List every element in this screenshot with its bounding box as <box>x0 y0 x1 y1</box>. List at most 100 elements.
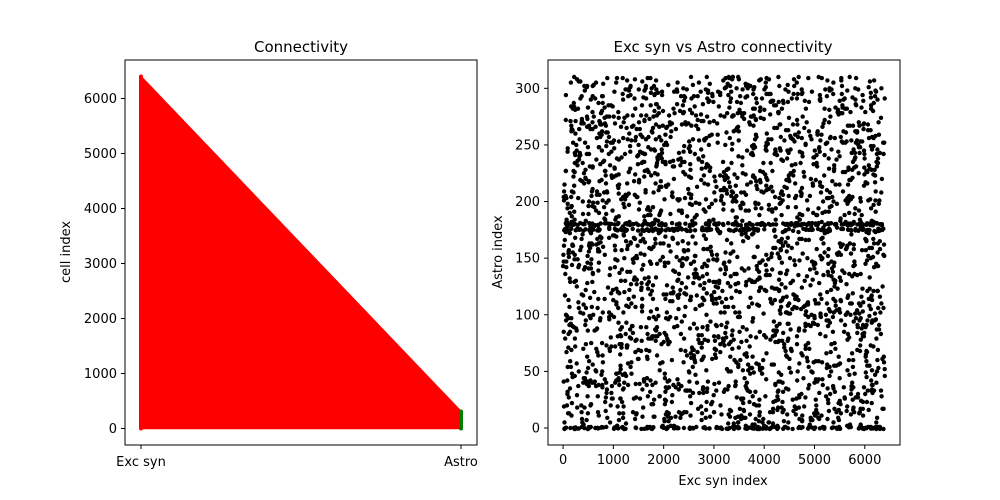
scatter-point <box>844 408 849 414</box>
scatter-point <box>863 354 868 359</box>
scatter-point <box>593 96 598 101</box>
scatter-point <box>813 359 818 364</box>
scatter-point <box>805 207 811 212</box>
scatter-point <box>603 395 609 400</box>
scatter-point <box>803 106 809 111</box>
scatter-point <box>827 364 832 370</box>
scatter-point <box>850 95 855 100</box>
scatter-point <box>845 182 851 187</box>
scatter-point <box>600 198 605 203</box>
scatter-point <box>794 294 799 299</box>
scatter-point <box>628 166 633 171</box>
scatter-point <box>688 400 694 406</box>
scatter-point <box>860 92 865 98</box>
scatter-point <box>734 193 739 199</box>
scatter-point <box>821 241 826 246</box>
scatter-point <box>676 150 682 156</box>
scatter-point <box>771 399 776 405</box>
scatter-point <box>825 140 830 145</box>
scatter-point <box>777 146 782 151</box>
scatter-point <box>654 261 660 266</box>
scatter-point <box>806 237 812 243</box>
scatter-point <box>764 377 769 382</box>
scatter-point <box>675 278 680 283</box>
scatter-point <box>599 177 604 183</box>
scatter-point <box>855 391 861 397</box>
scatter-point <box>576 369 581 374</box>
scatter-point <box>747 425 752 430</box>
scatter-point <box>876 305 881 311</box>
scatter-point <box>682 143 687 149</box>
scatter-point <box>701 173 707 178</box>
scatter-point <box>819 296 824 302</box>
scatter-point <box>607 272 612 278</box>
scatter-point <box>781 407 786 413</box>
scatter-point <box>795 378 800 383</box>
scatter-point <box>772 228 777 233</box>
scatter-point <box>825 397 831 402</box>
scatter-point <box>832 163 837 168</box>
scatter-point <box>757 276 762 281</box>
scatter-point <box>864 322 869 328</box>
scatter-point <box>791 292 796 297</box>
scatter-point <box>850 380 855 385</box>
scatter-point <box>596 413 601 418</box>
scatter-point <box>775 394 780 399</box>
scatter-point <box>630 330 636 336</box>
scatter-point <box>804 355 810 360</box>
scatter-point <box>601 190 607 195</box>
scatter-point <box>731 426 737 432</box>
scatter-point <box>637 200 642 205</box>
scatter-point <box>721 207 726 212</box>
scatter-point <box>776 99 781 105</box>
scatter-point <box>657 124 662 129</box>
scatter-point <box>788 327 793 332</box>
scatter-point <box>692 151 698 157</box>
scatter-point <box>613 344 618 349</box>
scatter-point <box>571 174 576 179</box>
scatter-point <box>803 227 809 232</box>
scatter-point <box>670 164 675 169</box>
scatter-point <box>824 94 830 99</box>
scatter-point <box>730 74 736 80</box>
scatter-point <box>562 293 568 298</box>
scatter-point <box>872 180 878 185</box>
scatter-point <box>786 89 791 94</box>
scatter-point <box>757 426 762 431</box>
scatter-point <box>792 258 797 263</box>
x-tick-label: 3000 <box>697 453 730 468</box>
scatter-point <box>777 270 783 276</box>
scatter-point <box>837 275 842 280</box>
scatter-point <box>857 318 862 323</box>
scatter-point <box>722 186 727 192</box>
scatter-point <box>702 137 707 142</box>
scatter-point <box>662 419 667 424</box>
scatter-point <box>801 169 806 175</box>
scatter-point <box>670 190 675 195</box>
scatter-point <box>685 214 690 219</box>
scatter-point <box>653 241 658 246</box>
scatter-point <box>815 130 820 135</box>
scatter-point <box>663 222 668 227</box>
scatter-point <box>730 190 736 195</box>
scatter-point <box>807 382 812 388</box>
scatter-point <box>756 419 762 424</box>
scatter-point <box>756 201 761 206</box>
scatter-point <box>681 336 687 341</box>
scatter-point <box>836 407 841 413</box>
scatter-point <box>572 209 577 214</box>
scatter-point <box>681 86 686 91</box>
scatter-point <box>882 373 887 379</box>
scatter-point <box>737 329 742 334</box>
scatter-point <box>644 426 650 431</box>
scatter-point <box>779 212 784 218</box>
scatter-point <box>866 85 871 90</box>
scatter-point <box>635 228 641 233</box>
scatter-point <box>783 386 789 391</box>
scatter-point <box>818 138 823 143</box>
scatter-point <box>693 200 698 205</box>
scatter-point <box>744 148 750 153</box>
scatter-point <box>790 397 795 402</box>
scatter-point <box>612 222 617 227</box>
scatter-point <box>853 75 859 81</box>
